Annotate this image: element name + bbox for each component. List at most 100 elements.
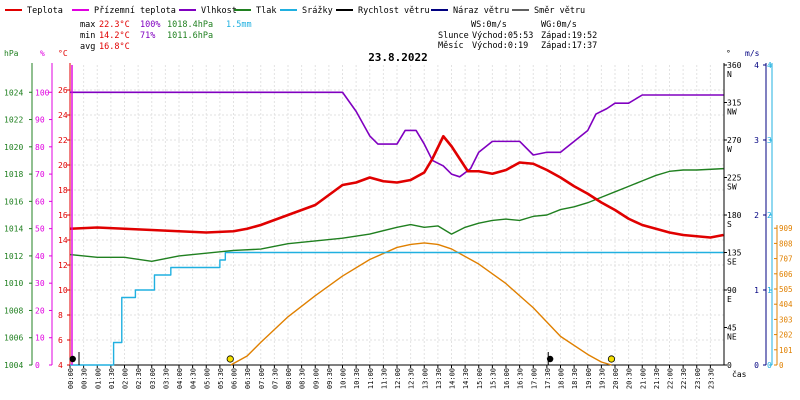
x-tick-label: 01:00	[94, 368, 102, 389]
x-tick-label: 11:30	[380, 368, 388, 389]
wind-direction-compass-label: SE	[727, 258, 737, 267]
axis-unit-pressure: hPa	[4, 49, 19, 58]
wind-speed-readout: WS:0m/s	[471, 20, 507, 30]
x-tick-label: 20:00	[612, 368, 620, 389]
x-tick-label: 19:30	[598, 368, 606, 389]
temperature-tick-label: 22	[58, 136, 68, 145]
series-teplota	[69, 134, 724, 239]
astro-panel: WS:0m/s WG:0m/s Slunce Východ:05:53 Zápa…	[438, 20, 597, 51]
x-tick-label: 01:30	[108, 368, 116, 389]
pressure-tick-label: 1020	[4, 143, 23, 152]
humidity-tick-label: 10	[35, 334, 45, 343]
x-tick-label: 22:00	[667, 368, 675, 389]
wind-direction-compass-label: N	[727, 70, 732, 79]
x-tick-label: 06:00	[231, 368, 239, 389]
sunrise-marker	[226, 355, 234, 363]
legend-label-7: Náraz větru	[453, 6, 509, 16]
left-axes: 1004100610081010101210141016101810201022…	[4, 63, 71, 370]
x-tick-label: 05:00	[203, 368, 211, 389]
x-tick-label: 10:00	[340, 368, 348, 389]
solar-tick-label: 707	[779, 255, 793, 264]
legend-label-6: Rychlost větru	[358, 6, 430, 16]
x-tick-label: 04:30	[190, 368, 198, 389]
solar-tick-label: 606	[779, 270, 793, 279]
x-tick-label: 21:30	[653, 368, 661, 389]
humidity-tick-label: 90	[35, 116, 45, 125]
humidity-tick-label: 0	[35, 361, 40, 370]
wind-gust-readout: WG:0m/s	[541, 20, 577, 30]
humidity-tick-label: 50	[35, 225, 45, 234]
stats-panel: max 22.3°C 100% 1018.4hPa 1.5mm min 14.2…	[80, 20, 252, 52]
x-tick-label: 14:00	[449, 368, 457, 389]
stats-min-temp: 14.2°C	[99, 31, 130, 41]
x-tick-label: 23:00	[694, 368, 702, 389]
x-tick-label: 20:30	[626, 368, 634, 389]
x-tick-label: 23:30	[707, 368, 715, 389]
wind-direction-compass-label: NE	[727, 333, 737, 342]
series-solar	[230, 242, 612, 366]
stats-max-label: max	[80, 20, 95, 30]
pressure-tick-label: 1024	[4, 88, 23, 97]
wind-direction-tick-label: 270	[727, 136, 742, 145]
x-tick-label: 18:30	[571, 368, 579, 389]
pressure-tick-label: 1014	[4, 225, 23, 234]
pressure-tick-label: 1004	[4, 361, 23, 370]
solar-tick-label: 909	[779, 224, 793, 233]
wind-speed-tick-label: 4	[754, 61, 759, 70]
x-tick-label: 09:00	[312, 368, 320, 389]
gridlines	[69, 65, 725, 366]
pressure-tick-label: 1006	[4, 334, 23, 343]
legend: Teplota Přízemní teplota Vlhkost Tlak Srážky…	[5, 6, 585, 16]
x-tick-label: 12:30	[408, 368, 416, 389]
x-axis: 00:00 00:30 01:00 01:30 02:00 02:30 03:00 03:30…	[67, 364, 724, 389]
wind-direction-compass-label: W	[727, 145, 732, 154]
rain-tick-label: 4	[767, 61, 772, 70]
x-tick-label: 22:30	[680, 368, 688, 389]
legend-label-8: Směr větru	[534, 6, 585, 16]
humidity-tick-label: 80	[35, 143, 45, 152]
x-tick-label: 17:00	[530, 368, 538, 389]
temperature-tick-label: 16	[58, 211, 68, 220]
wind-direction-tick-label: 90	[727, 286, 737, 295]
rain-tick-label: 3	[767, 136, 772, 145]
x-tick-label: 03:30	[162, 368, 170, 389]
x-tick-label: 18:00	[558, 368, 566, 389]
wind-direction-tick-label: 225	[727, 174, 742, 183]
temperature-tick-label: 20	[58, 161, 68, 170]
sunset-marker	[607, 355, 616, 363]
humidity-tick-label: 100	[35, 88, 50, 97]
temperature-tick-label: 26	[58, 86, 68, 95]
stats-avg-label: avg	[80, 42, 95, 52]
solar-tick-label: 505	[779, 285, 793, 294]
x-tick-label: 17:30	[544, 368, 552, 389]
stats-min-label: min	[80, 31, 95, 41]
temperature-tick-label: 4	[58, 361, 63, 370]
x-tick-label: 16:00	[503, 368, 511, 389]
stats-max-hum: 100%	[140, 20, 160, 30]
wind-direction-tick-label: 135	[727, 249, 742, 258]
humidity-tick-label: 30	[35, 279, 45, 288]
wind-speed-tick-label: 2	[754, 211, 759, 220]
axis-unit-temperature: °C	[58, 49, 68, 58]
pressure-tick-label: 1008	[4, 306, 23, 315]
temperature-tick-label: 8	[58, 311, 63, 320]
series-vlhkost	[70, 91, 724, 178]
wind-direction-tick-label: 45	[727, 324, 737, 333]
x-tick-label: 02:30	[135, 368, 143, 389]
wind-direction-tick-label: 0	[727, 361, 732, 370]
x-tick-label: 07:30	[271, 368, 279, 389]
legend-label-4: Tlak	[256, 6, 276, 16]
series-srky	[70, 251, 724, 366]
solar-tick-label: 303	[779, 315, 793, 324]
wind-direction-compass-label: NW	[727, 108, 737, 117]
stats-min-press: 1011.6hPa	[167, 31, 213, 41]
marker-layer	[69, 352, 616, 365]
solar-tick-label: 101	[779, 346, 793, 355]
x-tick-label: 14:30	[462, 368, 470, 389]
legend-label-3: Vlhkost	[201, 6, 237, 16]
axis-unit-wind_speed: m/s	[745, 49, 760, 58]
x-tick-label: 13:00	[421, 368, 429, 389]
wind-direction-compass-label: S	[727, 220, 732, 229]
